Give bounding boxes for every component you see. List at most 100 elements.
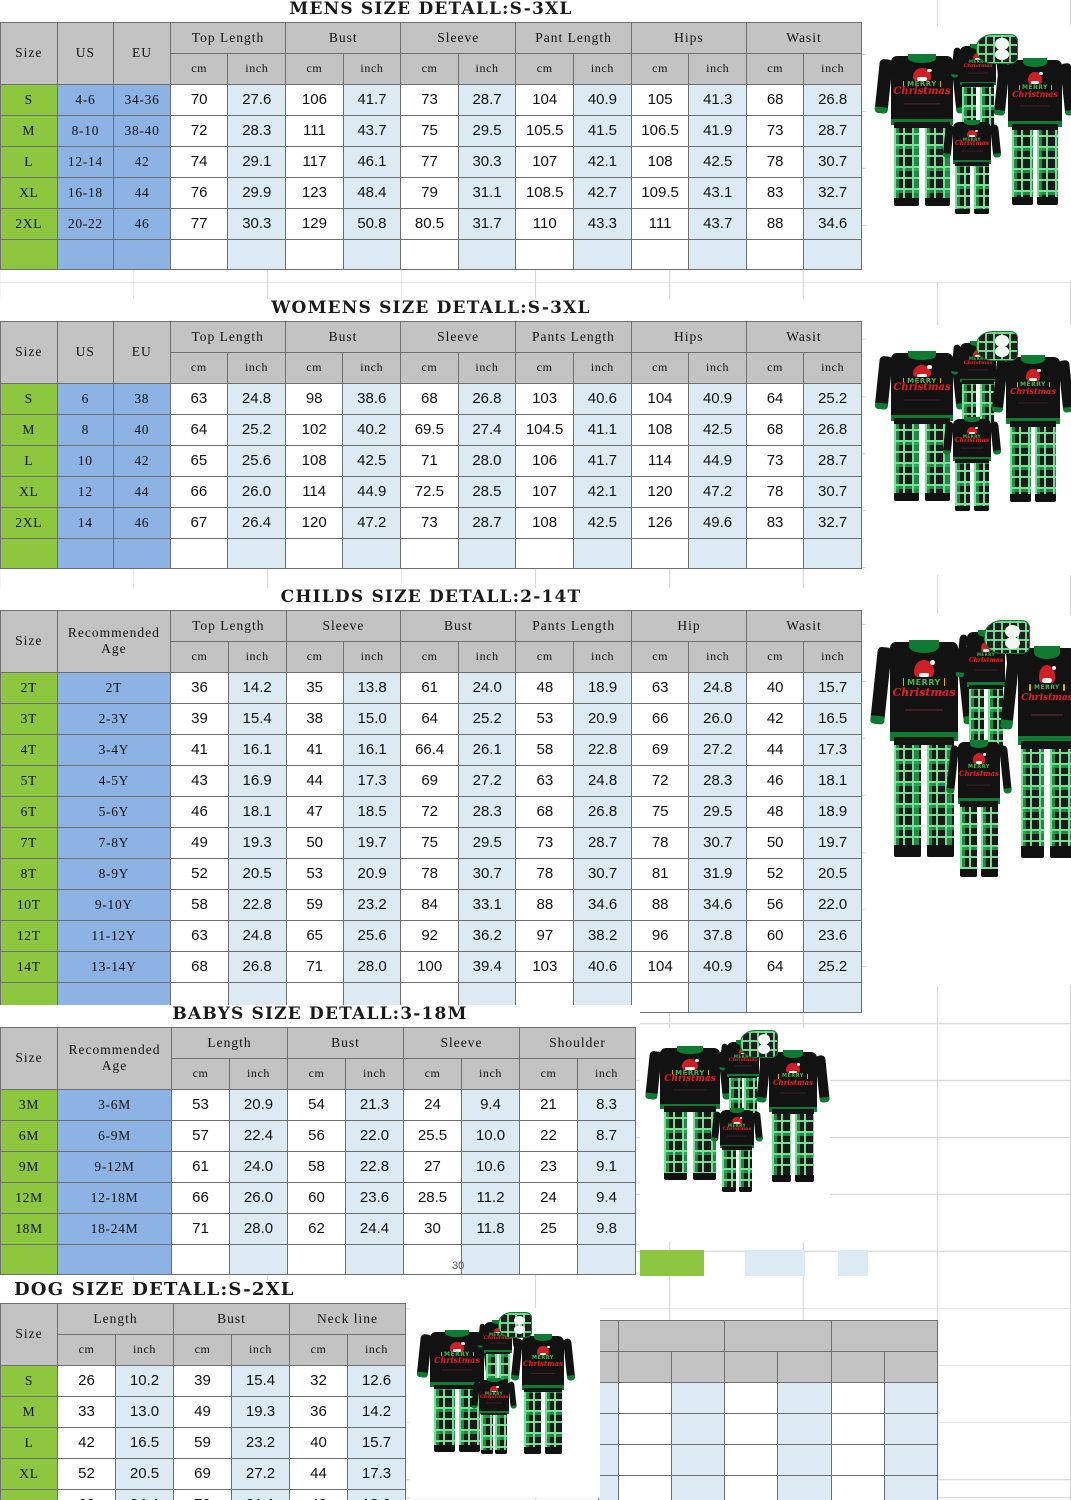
christmas-graphic: MERRY Christmas (893, 659, 955, 714)
cell-inch: 15.7 (347, 1426, 406, 1459)
leg-hole (995, 346, 1009, 357)
cell-cm: 26 (57, 1364, 116, 1397)
sleeve-l (951, 344, 962, 376)
cell-inch: 25.2 (457, 702, 517, 735)
cell-id: 7-8Y (56, 826, 172, 859)
collar (908, 351, 936, 360)
cell-id: 6 (56, 382, 115, 415)
collar (533, 1334, 553, 1342)
ankle-cuff (544, 1447, 562, 1454)
table-row: 3T 2-3Y 39 15.4 38 15.0 64 25.2 53 20.9 66 26.0 42 16… (0, 702, 862, 735)
unit-header-cm: cm (173, 1333, 232, 1366)
sleeve-l (994, 62, 1011, 116)
filler-cell (515, 238, 575, 270)
pajama-top: MERRY Christmas (874, 351, 970, 421)
cell-cm: 75 (400, 826, 459, 859)
cell-cm: 108 (284, 444, 344, 477)
cell-inch: 42.1 (573, 145, 632, 178)
hat-brim (1042, 678, 1052, 683)
filler-cell (227, 238, 287, 270)
graphic-subtitle (727, 1135, 747, 1138)
collar (963, 120, 981, 126)
cuff (992, 406, 1004, 413)
cell-cm: 77 (169, 207, 229, 240)
filler-cell (803, 238, 862, 270)
cell-cm: 73 (400, 506, 459, 539)
cell-inch: 25.6 (227, 444, 286, 477)
graphic-subtitle (968, 368, 988, 372)
filler-cell (803, 981, 862, 1013)
christmas-graphic: MERRY Christmas (480, 1386, 508, 1405)
cell-inch: 24.8 (227, 919, 287, 952)
section-childs: CHILDS SIZE DETALL:2-14T Size Recommended… (0, 588, 863, 1013)
christmas-script-text: Christmas (728, 1056, 758, 1063)
cell-inch: 25.2 (227, 413, 286, 446)
filler-cell (57, 1243, 172, 1275)
unit-header-inch: inch (688, 640, 747, 673)
table-row: L 12-14 42 74 29.1 117 46.1 77 30.3 107 42.1 108 42.… (0, 145, 862, 178)
graphic-subtitle (1030, 711, 1064, 718)
cell-cm: 107 (515, 475, 575, 508)
plaid-pants (894, 122, 950, 206)
cell-cm: 52 (57, 1457, 116, 1490)
cell-cm: 64 (169, 413, 229, 446)
cell-cm: 88 (515, 888, 575, 921)
cell-inch: 20.5 (803, 857, 862, 890)
cell-size: XL (0, 475, 58, 508)
cell-id: 8-10 (56, 114, 115, 147)
cell-inch: 29.1 (227, 145, 287, 178)
cuff (874, 106, 888, 114)
dog-size-table: Size Length Bust Neck line cm inch cm inch cm inc… (0, 1302, 406, 1500)
pant-leg (495, 1412, 508, 1454)
filler-cell (519, 1243, 578, 1275)
cell-cm: 120 (630, 475, 690, 508)
cell-inch: 38.6 (342, 382, 402, 415)
plaid-pants (955, 162, 989, 214)
cell-inch: 22.4 (229, 1119, 288, 1152)
dog-title: DOG SIZE DETALL:S-2XL (0, 1280, 420, 1303)
cell-inch: 27.6 (227, 83, 287, 116)
column-header-size: Size (0, 609, 58, 673)
babys-title: BABYS SIZE DETALL:3-18M (0, 1005, 640, 1027)
cell-cm: 46 (170, 795, 229, 828)
cell-inch: 42.5 (688, 413, 747, 446)
ankle-cuff (955, 505, 971, 511)
cell-cm: 53 (171, 1088, 230, 1121)
unit-header-inch: inch (573, 351, 632, 384)
cell-inch: 30.7 (573, 857, 632, 890)
waistband (962, 380, 994, 384)
cell-cm: 24 (519, 1181, 578, 1214)
cell-inch: 9.8 (577, 1212, 636, 1245)
cell-cm: 58 (287, 1150, 346, 1183)
leg-hole (757, 1034, 770, 1045)
cell-inch: 19.3 (231, 1395, 290, 1428)
pant-leg (973, 162, 989, 214)
unit-header-inch: inch (577, 1057, 636, 1090)
cell-inch: 28.7 (457, 506, 517, 539)
cell-cm: 84 (400, 888, 459, 921)
unit-header-cm: cm (630, 52, 690, 85)
cell-cm: 103 (515, 950, 575, 983)
graphic-subtitle (779, 1091, 807, 1096)
pajama-figure: MERRY Christmas (945, 740, 1013, 877)
christmas-graphic: MERRY Christmas (1012, 72, 1058, 109)
cell-cm: 54 (287, 1088, 346, 1121)
measure-group-pants-length: Pants Length (515, 320, 632, 353)
cell-inch: 42.1 (573, 475, 632, 508)
unit-header-inch: inch (342, 52, 402, 85)
column-header-eu: EU (113, 21, 171, 85)
cell-inch: 30.7 (688, 826, 747, 859)
cell-cm: 32 (289, 1364, 348, 1397)
cell-cm: 108.5 (515, 176, 575, 209)
measure-group-top-length: Top Length (169, 320, 286, 353)
cell-inch: 42.7 (573, 176, 632, 209)
measure-group-bust: Bust (173, 1302, 290, 1335)
pant-leg (1009, 421, 1031, 502)
filler-cell (688, 537, 747, 569)
pant-leg (955, 459, 971, 511)
filler-cell (342, 238, 402, 270)
pant-leg (980, 801, 998, 877)
cell-inch: 47.2 (342, 506, 402, 539)
measure-group-pant-length: Pant Length (515, 21, 632, 54)
cell-inch: 26.8 (803, 413, 862, 446)
